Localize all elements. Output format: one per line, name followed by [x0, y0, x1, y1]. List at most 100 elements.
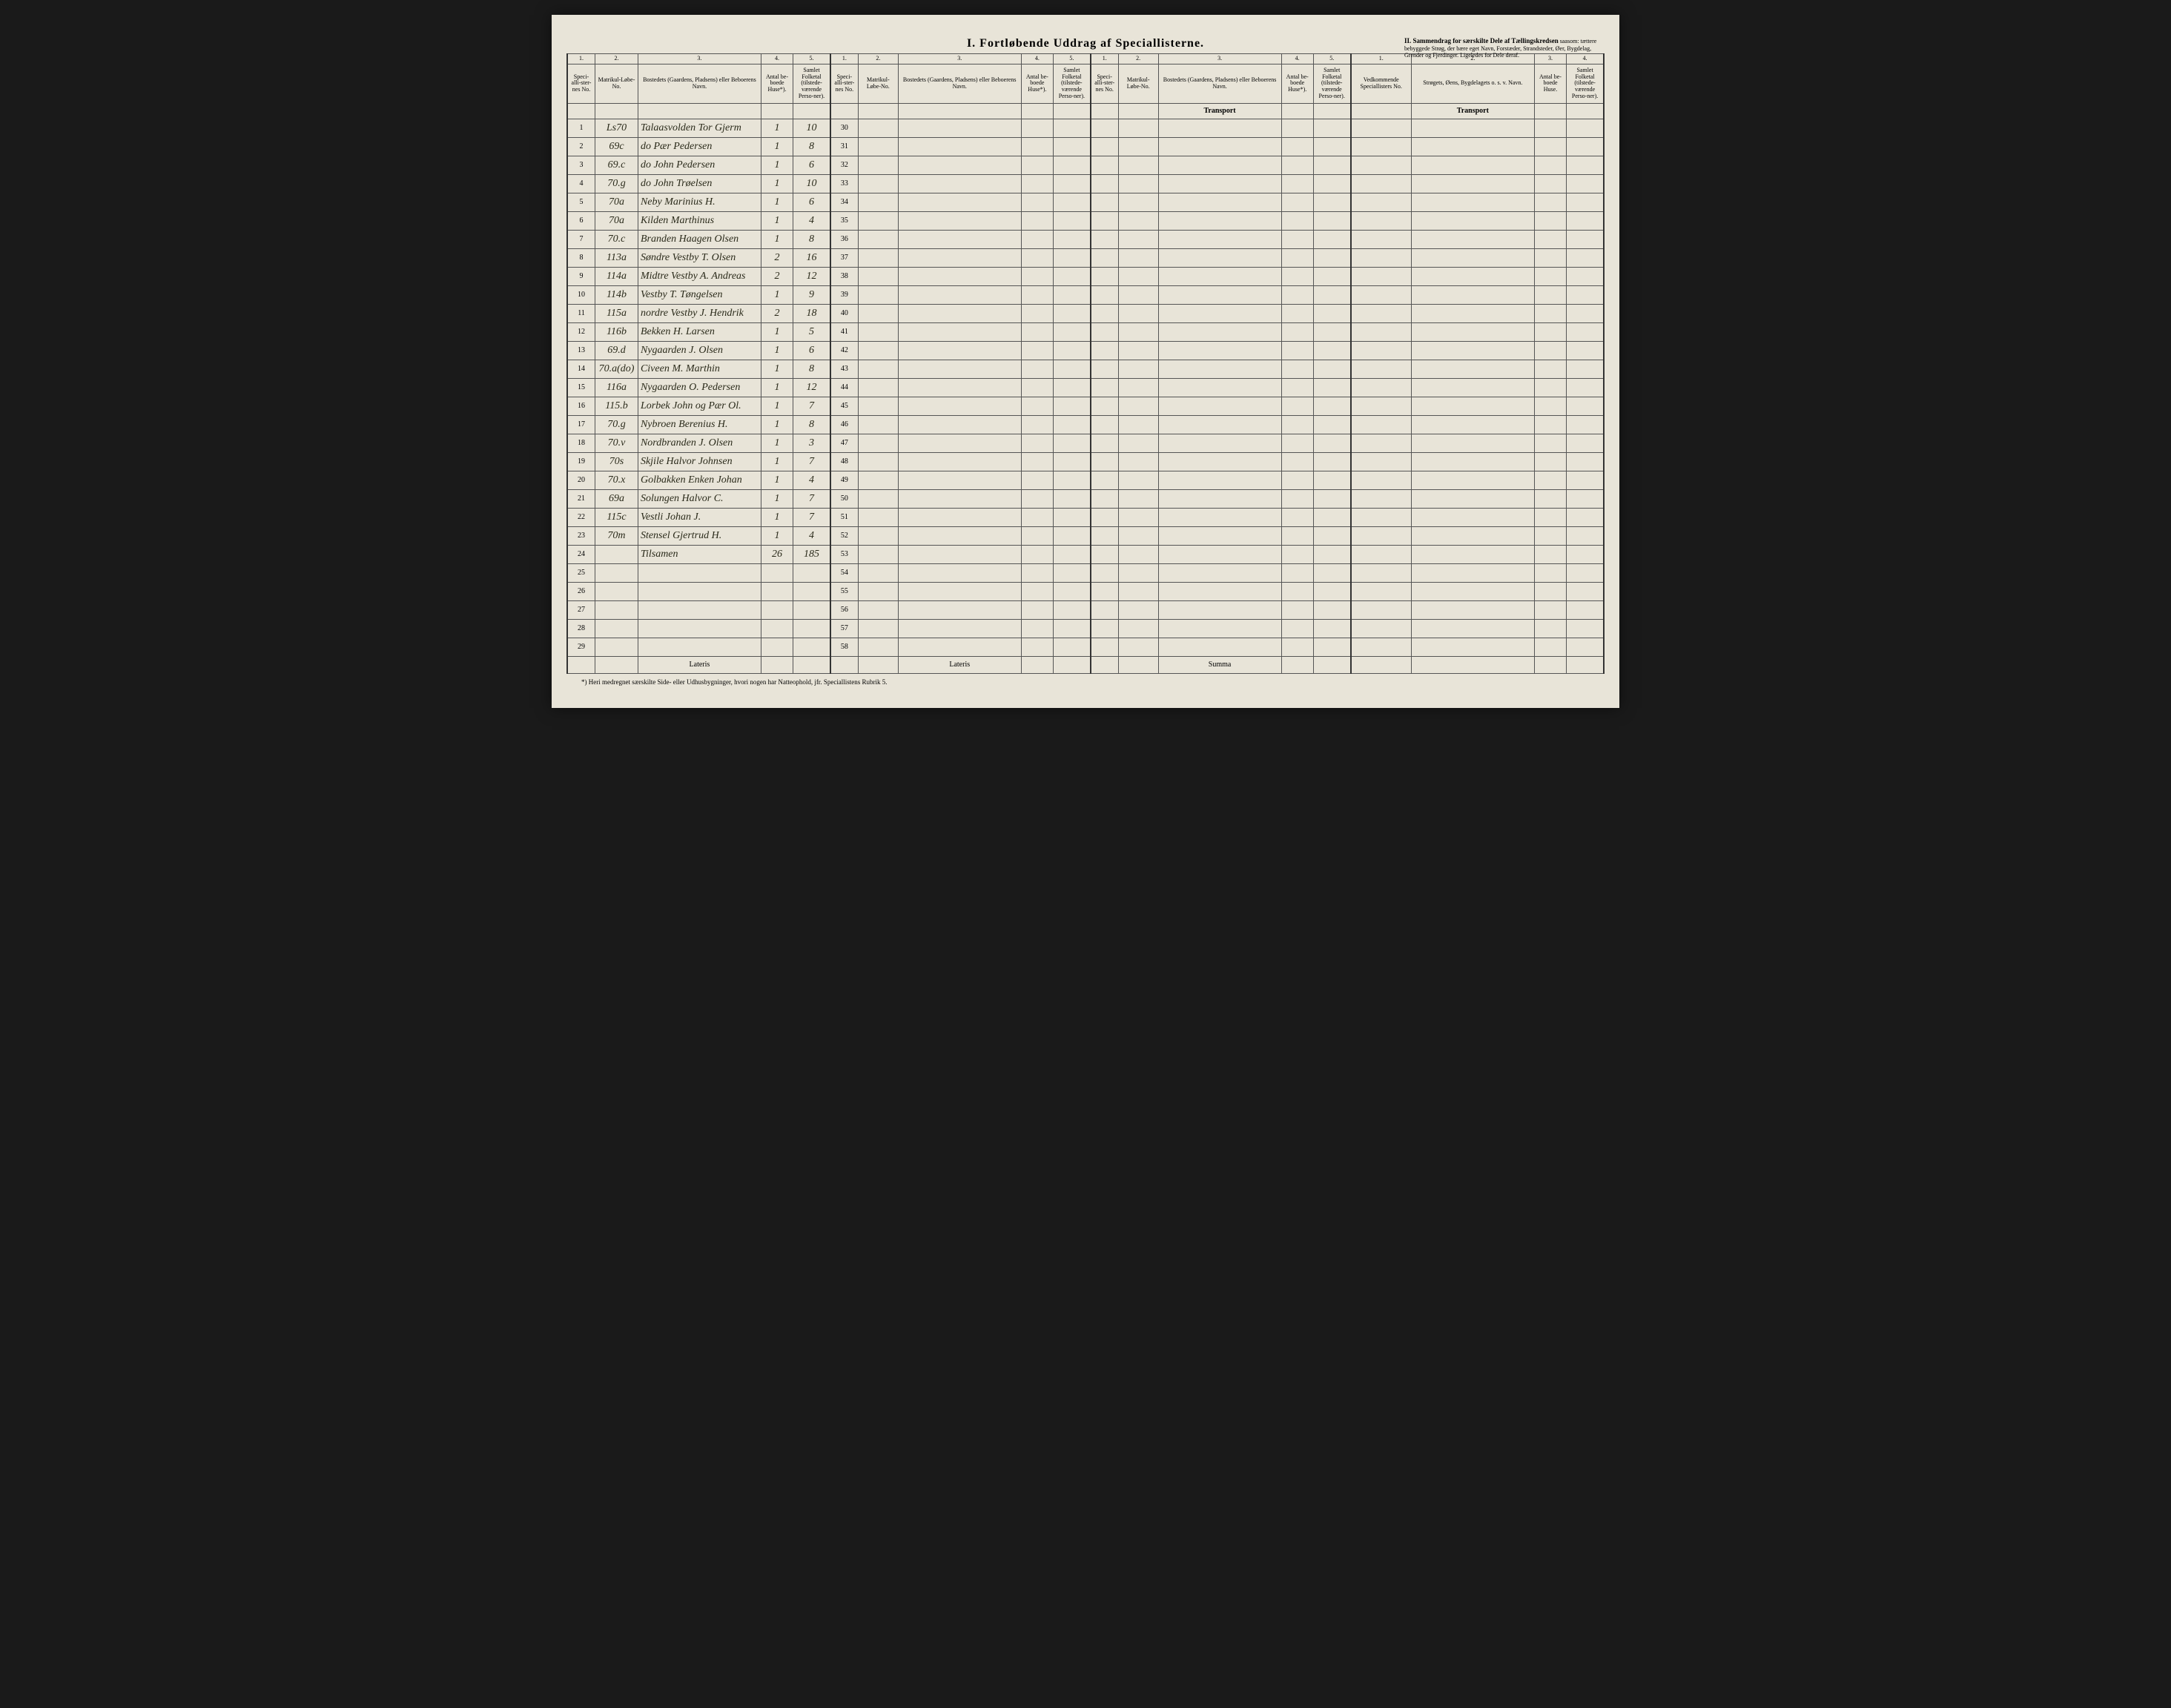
- bosted-cell: [1158, 415, 1281, 434]
- matrik-cell: 69.d: [595, 341, 638, 360]
- matrik-cell: 116b: [595, 322, 638, 341]
- row-number: 47: [830, 434, 859, 452]
- matrik-cell: [858, 378, 898, 397]
- folketal-cell: 7: [793, 397, 830, 415]
- folketal-cell: [1054, 397, 1091, 415]
- colnum: 4.: [1281, 54, 1313, 64]
- row-number: 7: [567, 230, 595, 248]
- vedk-cell: [1351, 508, 1412, 526]
- vedk-cell: [1351, 434, 1412, 452]
- bosted-cell: [638, 600, 761, 619]
- antal-cell: 1: [761, 508, 793, 526]
- antal-cell: [1021, 119, 1053, 137]
- strog-cell: [1411, 304, 1534, 322]
- antal-cell: [1534, 341, 1566, 360]
- matrik-cell: [1118, 619, 1158, 638]
- row-number: 58: [830, 638, 859, 656]
- row-number: 16: [567, 397, 595, 415]
- antal-cell: [1021, 489, 1053, 508]
- row-number: [1091, 156, 1119, 174]
- folketal-cell: 10: [793, 119, 830, 137]
- header-label-row: Speci-alli-ster-nes No. Matrikul-Løbe-No…: [567, 64, 1604, 103]
- transport-label: Transport: [1411, 103, 1534, 119]
- table-row: 2370mStensel Gjertrud H.1452: [567, 526, 1604, 545]
- strog-cell: [1411, 211, 1534, 230]
- colnum: 4.: [761, 54, 793, 64]
- vedk-cell: [1351, 600, 1412, 619]
- row-number: [1091, 211, 1119, 230]
- row-number: 15: [567, 378, 595, 397]
- bosted-cell: [898, 638, 1021, 656]
- folketal-cell: 7: [793, 508, 830, 526]
- matrik-cell: [1118, 563, 1158, 582]
- matrik-cell: [858, 193, 898, 211]
- antal-cell: [1281, 174, 1313, 193]
- row-number: 6: [567, 211, 595, 230]
- matrik-cell: [858, 156, 898, 174]
- bosted-cell: [898, 526, 1021, 545]
- antal-cell: [1534, 508, 1566, 526]
- folketal-cell: 5: [793, 322, 830, 341]
- matrik-cell: 70m: [595, 526, 638, 545]
- folketal-cell: [1567, 582, 1604, 600]
- antal-cell: [1281, 267, 1313, 285]
- bosted-cell: Nordbranden J. Olsen: [638, 434, 761, 452]
- row-number: 11: [567, 304, 595, 322]
- matrik-cell: [858, 230, 898, 248]
- antal-cell: [1021, 137, 1053, 156]
- strog-cell: [1411, 526, 1534, 545]
- matrik-cell: [1118, 582, 1158, 600]
- antal-cell: [1534, 415, 1566, 434]
- row-number: [1091, 545, 1119, 563]
- hdr-folketal2: Samlet Folketal (tilstede-værende Perso-…: [1567, 64, 1604, 103]
- matrik-cell: [1118, 360, 1158, 378]
- bosted-cell: [898, 285, 1021, 304]
- hdr-strog: Strøgets, Øens, Bygdelagets o. s. v. Nav…: [1411, 64, 1534, 103]
- bosted-cell: [1158, 526, 1281, 545]
- hdr-folketal: Samlet Folketal (tilstede-værende Perso-…: [793, 64, 830, 103]
- table-row: 1870.vNordbranden J. Olsen1347: [567, 434, 1604, 452]
- matrik-cell: [858, 471, 898, 489]
- folketal-cell: [1313, 415, 1350, 434]
- folketal-cell: [1313, 360, 1350, 378]
- matrik-cell: 69a: [595, 489, 638, 508]
- folketal-cell: 6: [793, 341, 830, 360]
- bosted-cell: Branden Haagen Olsen: [638, 230, 761, 248]
- bosted-cell: [638, 638, 761, 656]
- hdr-spec: Speci-alli-ster-nes No.: [830, 64, 859, 103]
- row-number: 21: [567, 489, 595, 508]
- row-number: 34: [830, 193, 859, 211]
- table-row: 1970sSkjile Halvor Johnsen1748: [567, 452, 1604, 471]
- row-number: 23: [567, 526, 595, 545]
- hdr-folketal: Samlet Folketal (tilstede-værende Perso-…: [1054, 64, 1091, 103]
- bosted-cell: do John Pedersen: [638, 156, 761, 174]
- matrik-cell: [1118, 508, 1158, 526]
- table-row: 2655: [567, 582, 1604, 600]
- folketal-cell: [1313, 193, 1350, 211]
- hdr-folketal: Samlet Folketal (tilstede-værende Perso-…: [1313, 64, 1350, 103]
- folketal-cell: [1567, 434, 1604, 452]
- matrik-cell: [1118, 489, 1158, 508]
- colnum: 5.: [793, 54, 830, 64]
- antal-cell: 1: [761, 341, 793, 360]
- matrik-cell: Ls70: [595, 119, 638, 137]
- bosted-cell: Lorbek John og Pær Ol.: [638, 397, 761, 415]
- row-number: 54: [830, 563, 859, 582]
- matrik-cell: 70s: [595, 452, 638, 471]
- hdr-antal: Antal be-boede Huse*).: [761, 64, 793, 103]
- strog-cell: [1411, 285, 1534, 304]
- matrik-cell: [1118, 137, 1158, 156]
- table-row: 2169aSolungen Halvor C.1750: [567, 489, 1604, 508]
- row-number: 50: [830, 489, 859, 508]
- antal-cell: [1534, 304, 1566, 322]
- antal-cell: [1021, 267, 1053, 285]
- folketal-cell: 8: [793, 137, 830, 156]
- antal-cell: [1021, 230, 1053, 248]
- strog-cell: [1411, 489, 1534, 508]
- antal-cell: [1021, 452, 1053, 471]
- row-number: 22: [567, 508, 595, 526]
- matrik-cell: [858, 582, 898, 600]
- matrik-cell: [858, 322, 898, 341]
- row-number: 25: [567, 563, 595, 582]
- antal-cell: [1281, 341, 1313, 360]
